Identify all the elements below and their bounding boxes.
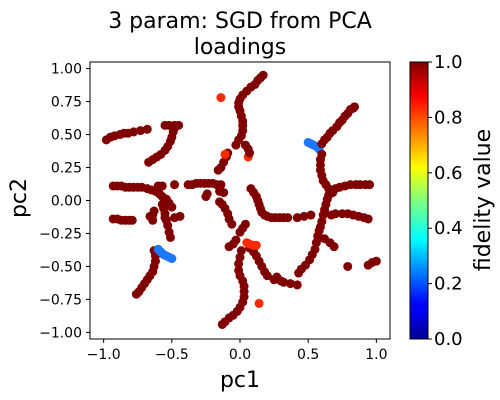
y-tick-label: −0.75 xyxy=(39,292,82,308)
y-tick-label: −0.25 xyxy=(39,226,82,242)
data-point xyxy=(157,181,167,191)
colorbar-tick-label: 1.0 xyxy=(434,52,463,73)
chart-title-line-2: loadings xyxy=(194,35,287,60)
y-tick-label: 0.75 xyxy=(51,95,82,111)
colorbar-ticks: 1.0 0.8 0.6 0.4 0.2 0.0 xyxy=(428,52,463,350)
data-point xyxy=(135,126,145,136)
data-point xyxy=(365,180,375,190)
y-axis: 1.00 0.75 0.50 0.25 0.00 −0.25 −0.50 −0.75 −1.00 xyxy=(39,62,90,341)
data-point xyxy=(328,188,338,198)
data-point xyxy=(219,188,229,198)
data-point xyxy=(131,289,141,299)
colorbar-tick-label: 0.0 xyxy=(434,329,463,350)
colorbar-label: fidelity value xyxy=(471,129,496,271)
y-tick-label: −1.00 xyxy=(39,325,82,341)
data-point xyxy=(285,279,295,289)
x-tick-label: 0.5 xyxy=(297,347,319,363)
data-point xyxy=(294,268,304,278)
data-point xyxy=(216,93,226,103)
data-point xyxy=(363,214,373,224)
data-point xyxy=(217,319,227,329)
data-point xyxy=(175,211,185,221)
data-point xyxy=(350,102,360,112)
data-point xyxy=(142,124,152,134)
data-point xyxy=(234,259,244,269)
data-point xyxy=(165,232,175,242)
data-point xyxy=(220,149,230,159)
data-point xyxy=(292,280,302,290)
data-point xyxy=(227,219,237,229)
data-point xyxy=(127,215,137,225)
x-tick-label: 0.0 xyxy=(229,347,251,363)
data-point xyxy=(371,256,381,266)
x-axis-label: pc1 xyxy=(220,368,260,393)
data-point xyxy=(272,272,282,282)
plot-frame xyxy=(89,61,391,340)
data-point xyxy=(129,127,139,137)
colorbar-tick-label: 0.8 xyxy=(434,107,463,128)
data-point xyxy=(167,254,177,264)
data-point xyxy=(240,219,250,229)
data-point xyxy=(279,277,289,287)
data-point xyxy=(292,213,302,223)
y-tick-label: 0.50 xyxy=(51,128,82,144)
data-points xyxy=(101,70,381,329)
y-axis-label: pc2 xyxy=(7,178,32,218)
x-axis: −1.0 −0.5 0.0 0.5 1.0 xyxy=(87,339,387,363)
data-point xyxy=(170,180,180,190)
data-point xyxy=(329,242,339,252)
data-point xyxy=(224,242,234,252)
colorbar: 1.0 0.8 0.6 0.4 0.2 0.0 fidelity value xyxy=(409,52,496,350)
data-point xyxy=(240,140,250,150)
data-point xyxy=(299,211,309,221)
data-point xyxy=(142,184,152,194)
x-tick-label: −0.5 xyxy=(155,347,189,363)
data-point xyxy=(254,298,264,308)
x-tick-label: −1.0 xyxy=(87,347,121,363)
data-point xyxy=(149,206,159,216)
colorbar-tick-label: 0.6 xyxy=(434,163,463,184)
y-tick-label: −0.50 xyxy=(39,259,82,275)
data-point xyxy=(251,240,261,250)
data-point xyxy=(283,213,293,223)
chart-title: 3 param: SGD from PCA loadings xyxy=(108,9,372,60)
x-tick-label: 1.0 xyxy=(365,347,387,363)
data-point xyxy=(201,192,211,202)
data-point xyxy=(170,123,180,133)
colorbar-tick-label: 0.2 xyxy=(434,274,463,295)
data-point xyxy=(258,70,268,80)
y-tick-label: 1.00 xyxy=(51,62,82,78)
y-tick-label: 0.25 xyxy=(51,161,82,177)
data-point xyxy=(343,261,353,271)
colorbar-gradient xyxy=(409,61,429,340)
chart-title-line-1: 3 param: SGD from PCA xyxy=(108,9,372,34)
data-point xyxy=(306,210,316,220)
y-tick-label: 0.00 xyxy=(51,194,82,210)
data-point xyxy=(330,209,340,219)
colorbar-tick-label: 0.4 xyxy=(434,218,463,239)
